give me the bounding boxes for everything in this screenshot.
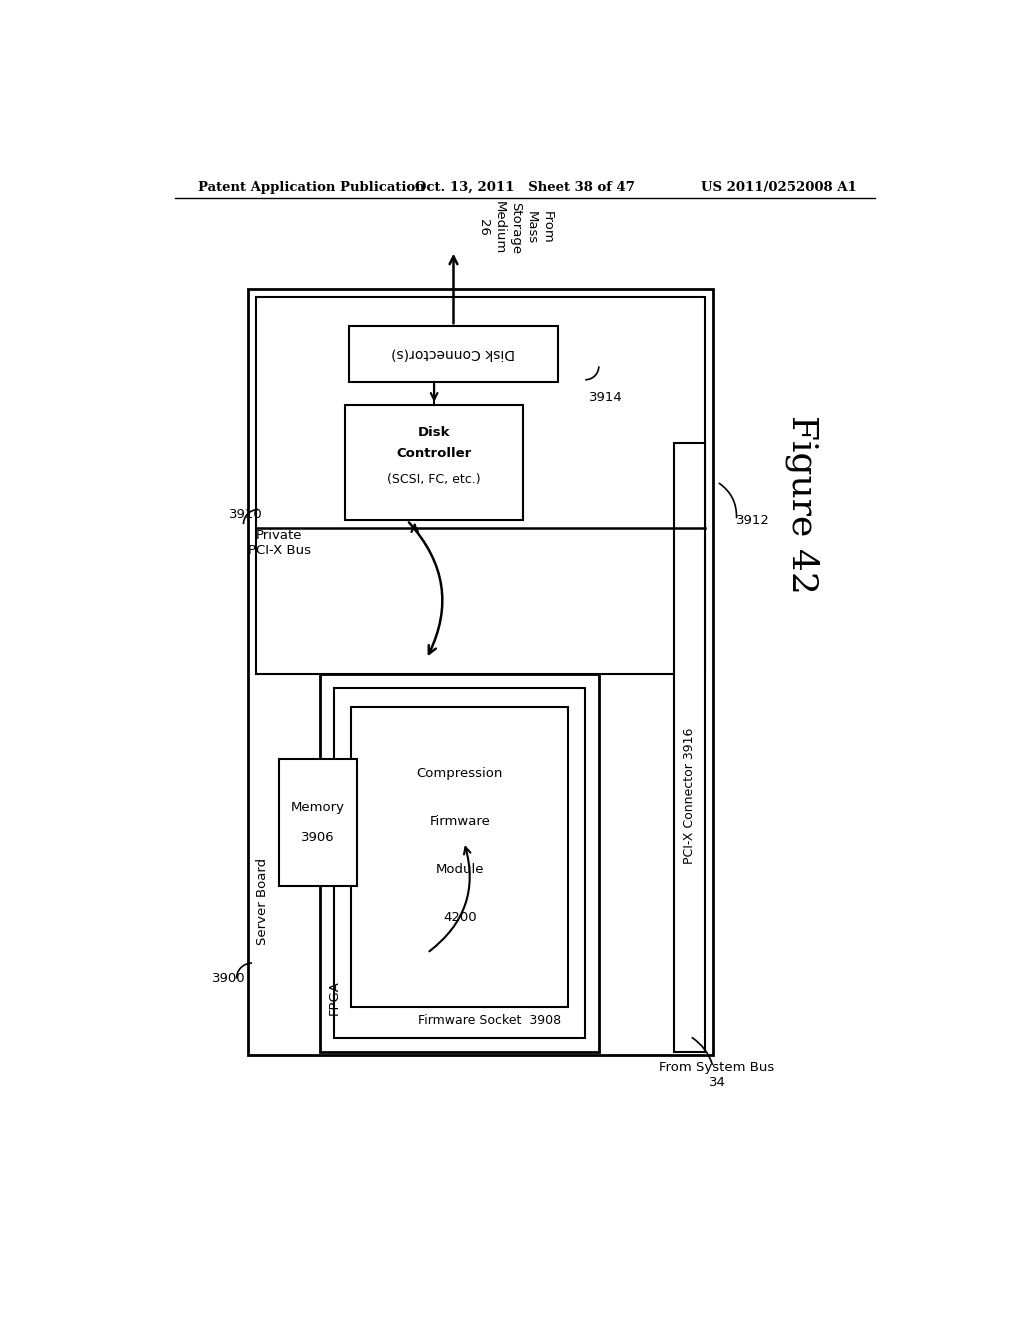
Text: Figure 42: Figure 42 bbox=[785, 416, 819, 594]
Text: Compression: Compression bbox=[417, 767, 503, 780]
Text: Controller: Controller bbox=[396, 446, 472, 459]
Text: FPGA: FPGA bbox=[328, 981, 341, 1015]
Text: Oct. 13, 2011   Sheet 38 of 47: Oct. 13, 2011 Sheet 38 of 47 bbox=[415, 181, 635, 194]
Text: Firmware Socket  3908: Firmware Socket 3908 bbox=[418, 1014, 561, 1027]
Text: From
Mass
Storage
Medium
26: From Mass Storage Medium 26 bbox=[477, 201, 554, 255]
Text: Server Board: Server Board bbox=[256, 858, 268, 945]
Text: PCI-X Connector 3916: PCI-X Connector 3916 bbox=[683, 727, 696, 865]
Bar bbox=[256, 297, 706, 675]
Bar bbox=[351, 708, 568, 1007]
Text: 3914: 3914 bbox=[589, 391, 623, 404]
Text: Disk: Disk bbox=[418, 426, 451, 440]
Text: 3910: 3910 bbox=[229, 508, 263, 520]
Bar bbox=[345, 405, 523, 520]
Text: Private
PCI-X Bus: Private PCI-X Bus bbox=[248, 529, 310, 557]
Text: From System Bus
34: From System Bus 34 bbox=[659, 1061, 774, 1089]
Text: US 2011/0252008 A1: US 2011/0252008 A1 bbox=[700, 181, 856, 194]
Bar bbox=[321, 675, 599, 1052]
Text: 4200: 4200 bbox=[443, 911, 476, 924]
Bar bbox=[334, 688, 586, 1038]
Text: Disk Connector(s): Disk Connector(s) bbox=[391, 347, 515, 360]
Text: 3900: 3900 bbox=[212, 972, 246, 985]
Bar bbox=[675, 444, 706, 1052]
Text: Memory: Memory bbox=[291, 801, 345, 813]
Bar bbox=[280, 759, 356, 886]
Text: (SCSI, FC, etc.): (SCSI, FC, etc.) bbox=[387, 474, 481, 486]
Bar bbox=[248, 289, 713, 1056]
Text: 3906: 3906 bbox=[301, 832, 335, 845]
Bar bbox=[349, 326, 558, 381]
Text: Firmware: Firmware bbox=[429, 814, 490, 828]
Text: Patent Application Publication: Patent Application Publication bbox=[198, 181, 425, 194]
Text: 3912: 3912 bbox=[736, 513, 770, 527]
Text: Module: Module bbox=[435, 863, 484, 875]
